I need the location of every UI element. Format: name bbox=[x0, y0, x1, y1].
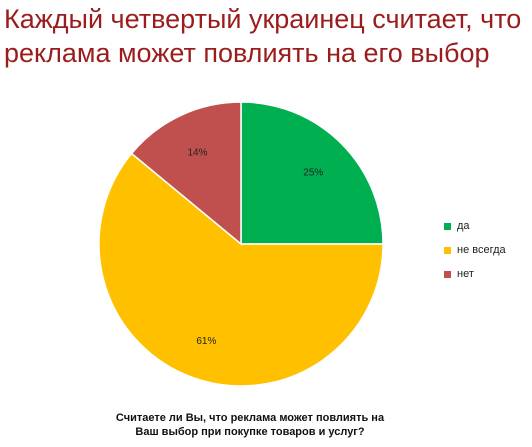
legend: да не всегда нет bbox=[444, 214, 506, 286]
pie-label-1: 61% bbox=[196, 336, 216, 347]
legend-swatch-da bbox=[444, 222, 451, 230]
pie-slices bbox=[98, 101, 384, 387]
title-line-1: Каждый четвертый украинец считает, что bbox=[4, 4, 522, 34]
caption-line-1: Считаете ли Вы, что реклама может повлия… bbox=[115, 412, 385, 424]
legend-item-net: нет bbox=[444, 262, 506, 286]
title-line-2: реклама может повлиять на его выбор bbox=[4, 38, 490, 68]
pie-labels: 25% 61% 14% bbox=[187, 147, 323, 347]
legend-label-net: нет bbox=[457, 268, 474, 280]
legend-swatch-ne-vsegda bbox=[444, 246, 451, 254]
pie-slice-2 bbox=[130, 101, 242, 246]
legend-label-da: да bbox=[457, 220, 470, 232]
pie-label-2: 14% bbox=[187, 147, 207, 158]
chart-caption: Считаете ли Вы, что реклама может повлия… bbox=[0, 411, 500, 439]
pie-slice-0 bbox=[240, 101, 384, 245]
pie-slice-1 bbox=[98, 152, 384, 387]
page-title: Каждый четвертый украинец считает, что р… bbox=[4, 2, 530, 70]
legend-label-ne-vsegda: не всегда bbox=[457, 244, 506, 256]
legend-item-da: да bbox=[444, 214, 506, 238]
pie-label-0: 25% bbox=[303, 168, 323, 179]
caption-line-2: Ваш выбор при покупке товаров и услуг? bbox=[135, 426, 365, 438]
legend-swatch-net bbox=[444, 270, 451, 278]
legend-item-ne-vsegda: не всегда bbox=[444, 238, 506, 262]
